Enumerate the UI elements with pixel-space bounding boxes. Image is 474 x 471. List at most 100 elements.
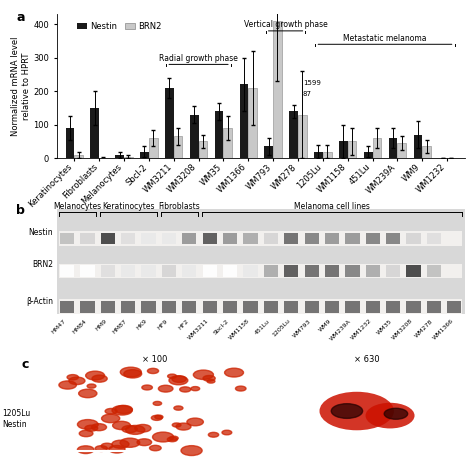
FancyBboxPatch shape [202,233,217,244]
FancyBboxPatch shape [284,233,299,244]
Circle shape [120,438,140,447]
FancyBboxPatch shape [243,265,258,277]
Text: HM84: HM84 [71,318,87,334]
FancyBboxPatch shape [406,265,421,277]
Bar [389,138,397,158]
FancyBboxPatch shape [365,265,380,277]
FancyBboxPatch shape [59,300,463,314]
Circle shape [236,386,246,391]
FancyBboxPatch shape [60,265,74,277]
Circle shape [101,443,113,449]
FancyBboxPatch shape [202,265,217,277]
Circle shape [91,423,107,430]
FancyBboxPatch shape [59,264,463,278]
FancyBboxPatch shape [345,233,360,244]
FancyBboxPatch shape [223,265,237,277]
FancyBboxPatch shape [447,301,462,313]
Circle shape [101,414,120,422]
Title: × 630: × 630 [354,356,379,365]
Text: WM1158: WM1158 [228,318,250,341]
FancyBboxPatch shape [202,301,217,313]
Bar [215,111,223,158]
Ellipse shape [319,392,394,430]
FancyBboxPatch shape [100,301,115,313]
Text: HM47: HM47 [51,318,67,334]
FancyBboxPatch shape [325,265,339,277]
Bar [422,146,431,158]
Text: Nestin: Nestin [28,228,53,237]
Circle shape [172,423,181,427]
Bar [190,114,199,158]
Bar [65,128,74,158]
FancyBboxPatch shape [304,301,319,313]
Circle shape [142,385,153,390]
FancyBboxPatch shape [162,233,176,244]
Circle shape [85,425,98,431]
Title: × 100: × 100 [142,356,167,365]
Text: c: c [22,358,29,371]
FancyBboxPatch shape [264,301,278,313]
Circle shape [105,408,117,414]
FancyBboxPatch shape [264,233,278,244]
Circle shape [168,374,177,378]
Bar [314,152,323,158]
Circle shape [137,439,152,446]
Circle shape [203,375,215,381]
Text: WM1232: WM1232 [350,318,373,341]
Circle shape [87,384,96,388]
Circle shape [172,376,186,382]
FancyBboxPatch shape [284,265,299,277]
FancyBboxPatch shape [243,301,258,313]
Text: WM3208: WM3208 [391,318,413,341]
Circle shape [126,425,145,434]
Text: 87: 87 [303,91,312,97]
Circle shape [151,415,162,421]
Circle shape [124,370,142,378]
Bar [199,141,207,158]
Circle shape [384,408,408,419]
Bar [413,135,422,158]
FancyBboxPatch shape [80,233,95,244]
Y-axis label: Normalized mRNA level
relative to HPRT: Normalized mRNA level relative to HPRT [11,36,31,136]
Circle shape [113,421,130,430]
FancyBboxPatch shape [284,301,299,313]
Bar [74,155,83,158]
FancyBboxPatch shape [243,233,258,244]
Text: WM3211: WM3211 [187,318,210,341]
Text: WM239A: WM239A [329,318,353,341]
Bar [323,152,331,158]
Legend: Nestin, BRN2: Nestin, BRN2 [73,18,165,34]
FancyBboxPatch shape [406,301,421,313]
FancyBboxPatch shape [223,301,237,313]
Circle shape [112,406,132,415]
Circle shape [225,368,244,377]
Text: WM1366: WM1366 [432,318,454,341]
Text: WM278: WM278 [414,318,434,338]
Circle shape [174,406,183,410]
FancyBboxPatch shape [141,265,156,277]
Text: HF9: HF9 [157,318,169,331]
Bar [373,138,381,158]
Circle shape [207,380,215,383]
Text: Melanoma cell lines: Melanoma cell lines [294,203,370,211]
FancyBboxPatch shape [427,301,441,313]
Circle shape [187,418,203,426]
Text: 1205Lu
Nestin: 1205Lu Nestin [2,409,31,429]
Circle shape [153,432,173,442]
FancyBboxPatch shape [182,233,197,244]
Bar [173,137,182,158]
Bar [248,88,257,158]
Circle shape [153,401,162,406]
Text: Fibroblasts: Fibroblasts [158,203,200,211]
Bar [339,141,348,158]
Text: HM9: HM9 [94,318,108,332]
Circle shape [147,368,159,374]
Bar [149,138,157,158]
Circle shape [135,424,151,432]
Text: HM87: HM87 [112,318,128,334]
FancyBboxPatch shape [406,233,421,244]
FancyBboxPatch shape [223,233,237,244]
Circle shape [79,389,97,398]
Text: b: b [16,204,25,217]
Text: WM35: WM35 [376,318,393,335]
